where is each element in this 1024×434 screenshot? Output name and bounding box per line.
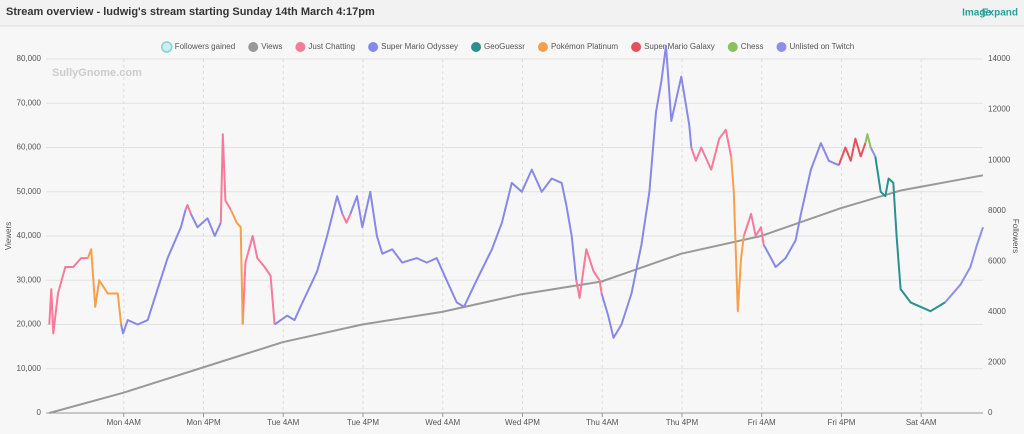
x-tick-label: Wed 4PM: [505, 418, 540, 427]
y-tick-label: 80,000: [17, 54, 42, 63]
series-line: [874, 156, 946, 313]
y2-tick-label: 0: [988, 408, 993, 417]
x-tick-label: Mon 4PM: [186, 418, 221, 427]
x-tick-label: Tue 4PM: [347, 418, 379, 427]
watermark: SullyGnome.com: [52, 67, 142, 79]
y-tick-label: 70,000: [17, 98, 42, 107]
y-tick-label: 10,000: [17, 364, 42, 373]
legend-label[interactable]: Just Chatting: [308, 42, 355, 51]
series-line: [869, 147, 984, 304]
y2-axis-title: Followers: [1011, 219, 1020, 253]
header-title: Stream overview - ludwig's stream starti…: [6, 6, 375, 18]
legend-swatch[interactable]: [160, 41, 173, 53]
legend-label[interactable]: Pokémon Platinum: [551, 42, 618, 51]
x-tick-label: Thu 4PM: [666, 418, 699, 427]
y2-tick-label: 12000: [988, 105, 1011, 114]
y-tick-label: 30,000: [17, 275, 42, 284]
y2-tick-label: 10000: [988, 155, 1011, 164]
link-expand[interactable]: Expand: [982, 8, 1018, 19]
x-tick-label: Fri 4AM: [748, 418, 776, 427]
legend-swatch[interactable]: [368, 42, 379, 52]
legend-swatch[interactable]: [537, 42, 548, 52]
legend-label[interactable]: Super Mario Odyssey: [381, 42, 458, 51]
y-tick-label: 60,000: [17, 143, 42, 152]
y2-tick-label: 8000: [988, 206, 1006, 215]
header-bar: [0, 0, 1024, 26]
legend-label[interactable]: GeoGuessr: [484, 42, 525, 51]
series-line: [837, 137, 867, 166]
y2-tick-label: 14000: [988, 54, 1011, 63]
legend-swatch[interactable]: [727, 42, 738, 52]
y-tick-label: 40,000: [17, 231, 42, 240]
series-line: [49, 174, 984, 414]
y2-tick-label: 4000: [988, 307, 1006, 316]
y-tick-label: 20,000: [17, 320, 42, 329]
y2-tick-label: 2000: [988, 358, 1006, 367]
legend-label[interactable]: Followers gained: [175, 42, 235, 51]
series-line: [48, 128, 765, 335]
y-tick-label: 50,000: [17, 187, 42, 196]
legend-swatch[interactable]: [295, 42, 306, 52]
x-tick-label: Mon 4AM: [107, 418, 142, 427]
series-line: [120, 44, 840, 339]
legend-label[interactable]: Views: [261, 42, 282, 51]
legend-label[interactable]: Chess: [741, 42, 764, 51]
x-tick-label: Sat 4AM: [906, 418, 937, 427]
x-tick-label: Thu 4AM: [586, 418, 619, 427]
legend-label[interactable]: Super Mario Galaxy: [644, 42, 715, 51]
y-tick-label: 0: [37, 408, 42, 417]
legend-swatch[interactable]: [248, 42, 259, 52]
x-tick-label: Tue 4AM: [267, 418, 299, 427]
legend-swatch[interactable]: [471, 42, 482, 52]
series-line: [864, 133, 872, 148]
x-tick-label: Fri 4PM: [827, 418, 855, 427]
legend-label[interactable]: Unlisted on Twitch: [789, 42, 854, 51]
y2-tick-label: 6000: [988, 256, 1006, 265]
series-line: [86, 156, 745, 325]
y-axis-title: Viewers: [4, 222, 13, 250]
legend-swatch[interactable]: [631, 42, 642, 52]
legend-swatch[interactable]: [776, 42, 787, 52]
link-image[interactable]: Image: [962, 8, 991, 19]
x-tick-label: Wed 4AM: [425, 418, 460, 427]
